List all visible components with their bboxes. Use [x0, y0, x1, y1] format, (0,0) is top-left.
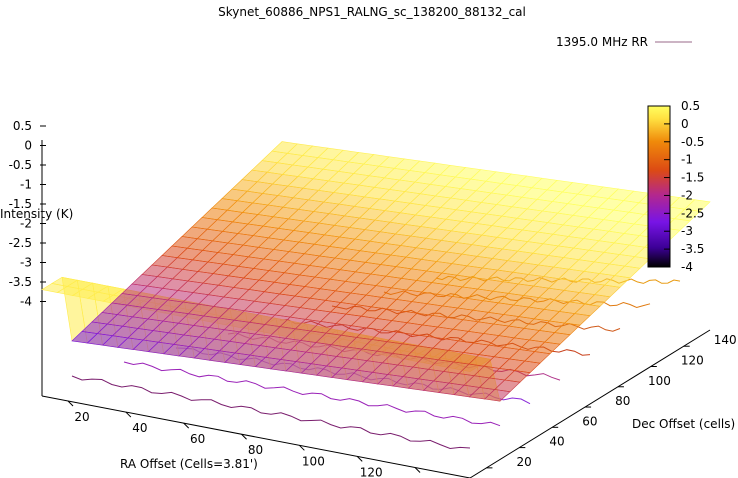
x-tick-label: 20 — [74, 410, 89, 424]
z-tick-label: -1.5 — [9, 197, 32, 211]
chart-title: Skynet_60886_NPS1_RALNG_sc_138200_88132_… — [218, 5, 526, 19]
x-tick-mark — [356, 456, 363, 462]
y-tick-label: 60 — [582, 414, 597, 428]
contour-line — [123, 361, 501, 427]
colorbar: 0.5 0 -0.5 -1 -1.5 -2 -2.5 -3 -3.5 -4 — [647, 99, 704, 274]
z-tick-label: -0.5 — [9, 158, 32, 172]
x-tick-mark — [183, 422, 190, 429]
y-tick-label: 20 — [516, 455, 531, 469]
colorbar-tick-label: -1.5 — [681, 171, 704, 185]
x-axis-ticks: 20 40 60 80 100 120 140 — [67, 400, 441, 478]
z-tick-label: -2 — [20, 217, 32, 231]
surface-mesh — [41, 141, 711, 402]
y-tick-label: 80 — [615, 394, 630, 408]
x-tick-mark — [125, 411, 132, 418]
x-axis-label: RA Offset (Cells=3.81') — [120, 457, 258, 471]
z-tick-label: -4 — [20, 295, 32, 309]
base-plane — [41, 140, 711, 478]
y-axis-ticks: 20 40 60 80 100 120 140 — [486, 333, 737, 469]
y-tick-label: 120 — [681, 353, 704, 367]
y-tick-label: 40 — [549, 435, 564, 449]
colorbar-gradient — [647, 105, 671, 268]
x-tick-mark — [299, 444, 305, 451]
y-tick-label: 100 — [648, 374, 671, 388]
x-tick-label: 140 — [418, 476, 441, 478]
y-axis-label: Dec Offset (cells) — [632, 417, 735, 431]
legend: 1395.0 MHz RR — [556, 35, 692, 49]
z-tick-label: -3.5 — [9, 275, 32, 289]
colorbar-tick-label: -3.5 — [681, 242, 704, 256]
z-axis-ticks: 0.5 0 -0.5 -1 -1.5 -2 -2.5 -3 -3.5 -4 — [9, 119, 46, 309]
z-tick-label: -1 — [20, 178, 32, 192]
x-axis-line — [41, 395, 471, 478]
colorbar-tick-label: -2.5 — [681, 206, 704, 220]
z-tick-label: -2.5 — [9, 236, 32, 250]
x-tick-mark — [414, 467, 421, 473]
colorbar-tick-label: 0 — [681, 117, 689, 131]
x-tick-label: 100 — [302, 454, 325, 468]
colorbar-tick-label: -1 — [681, 153, 693, 167]
colorbar-tick-label: -4 — [681, 260, 693, 274]
x-tick-mark — [67, 400, 74, 407]
contour-line — [71, 375, 471, 450]
x-tick-label: 60 — [190, 432, 205, 446]
x-tick-label: 80 — [248, 443, 263, 457]
x-tick-label: 40 — [132, 421, 147, 435]
colorbar-tick-label: 0.5 — [681, 99, 700, 113]
x-tick-mark — [241, 433, 247, 440]
y-axis-line — [469, 329, 711, 478]
surface-cell — [684, 199, 711, 212]
z-tick-label: -3 — [20, 256, 32, 270]
colorbar-tick-label: -0.5 — [681, 135, 704, 149]
colorbar-tick-label: -3 — [681, 224, 693, 238]
z-tick-label: 0.5 — [13, 119, 32, 133]
z-axis-label: Intensity (K) — [0, 207, 73, 221]
colorbar-tick-label: -2 — [681, 188, 693, 202]
y-tick-label: 140 — [714, 333, 737, 347]
legend-label: 1395.0 MHz RR — [556, 35, 648, 49]
x-tick-label: 120 — [360, 465, 383, 478]
z-tick-label: 0 — [24, 139, 32, 153]
